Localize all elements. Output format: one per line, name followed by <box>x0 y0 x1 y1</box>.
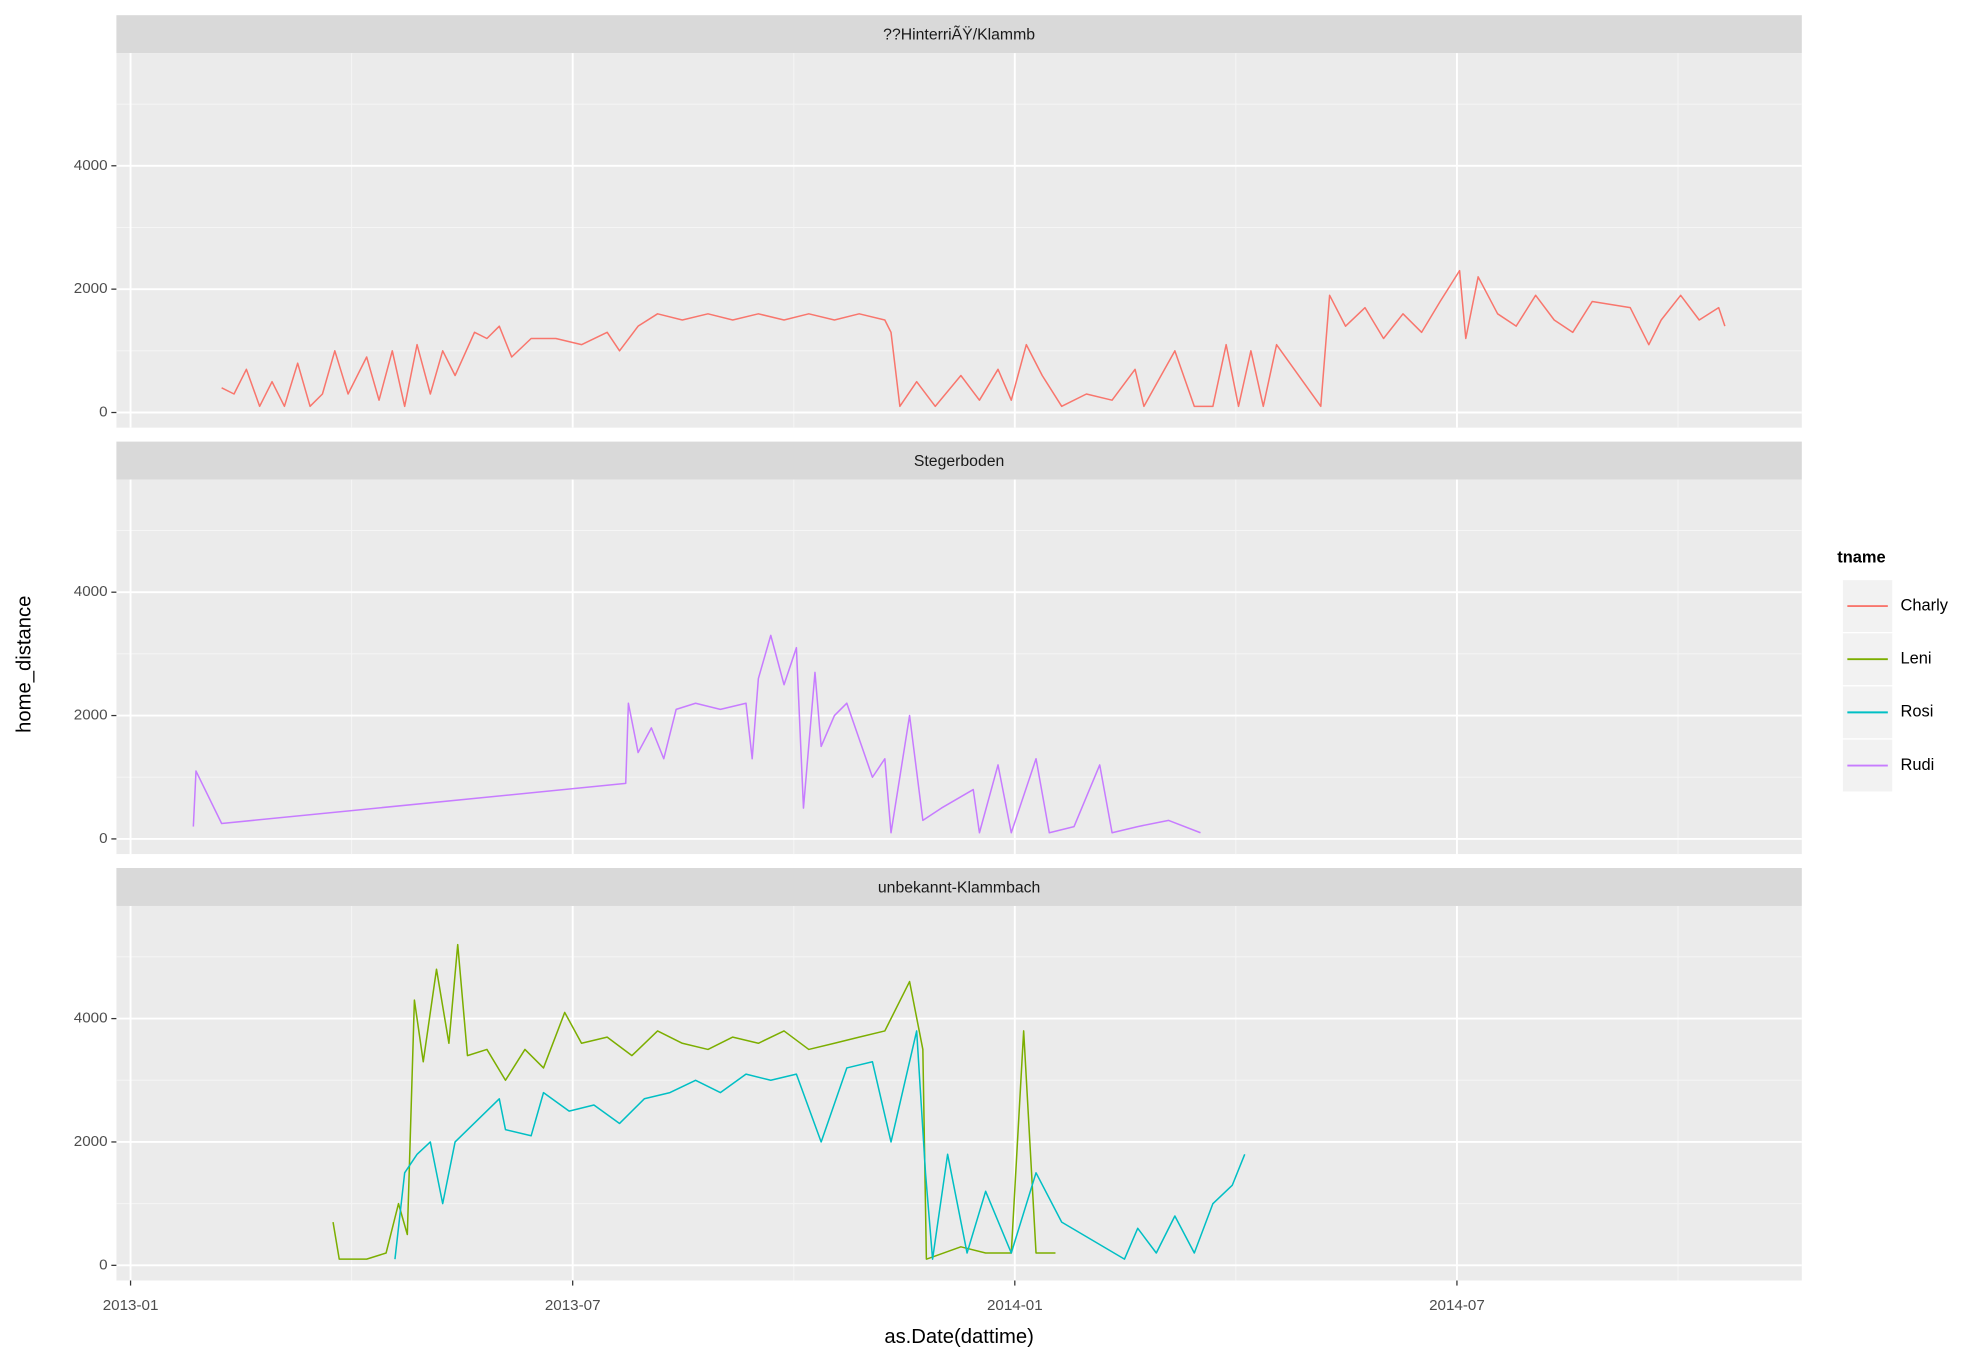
x-tick-label: 2014-01 <box>987 1297 1043 1314</box>
y-tick-label: 4000 <box>74 1010 108 1027</box>
legend-label: Rudi <box>1900 756 1934 774</box>
panel <box>116 905 1802 1281</box>
panel <box>116 53 1802 428</box>
strip-title: ??HinterriÃŸ/Klammb <box>883 24 1035 44</box>
legend-title: tname <box>1837 548 1885 566</box>
y-tick-label: 4000 <box>74 583 108 600</box>
y-tick-label: 2000 <box>74 1133 108 1150</box>
series-line <box>394 1030 1246 1260</box>
legend-label: Charly <box>1900 596 1948 614</box>
x-axis-title: as.Date(dattime) <box>884 1326 1034 1348</box>
x-tick-label: 2013-01 <box>103 1297 159 1314</box>
y-tick-label: 0 <box>99 404 107 421</box>
strip-title: unbekannt-Klammbach <box>878 879 1040 896</box>
strip <box>116 15 1802 54</box>
series-line <box>192 634 1201 834</box>
y-tick-label: 4000 <box>74 157 108 174</box>
panel <box>116 479 1802 855</box>
strip <box>116 868 1802 906</box>
x-tick-label: 2014-07 <box>1429 1297 1485 1314</box>
y-axis-title: home_distance <box>14 596 36 733</box>
y-tick-label: 2000 <box>74 707 108 724</box>
legend-label: Rosi <box>1900 703 1933 721</box>
strip <box>116 441 1802 480</box>
x-tick-label: 2013-07 <box>545 1297 601 1314</box>
y-tick-label: 0 <box>99 830 107 847</box>
series-line <box>221 269 1726 408</box>
series-line <box>332 943 1056 1260</box>
strip-title: Stegerboden <box>914 453 1004 470</box>
y-tick-label: 2000 <box>74 280 108 297</box>
legend-label: Leni <box>1900 650 1931 668</box>
y-tick-label: 0 <box>99 1256 107 1273</box>
